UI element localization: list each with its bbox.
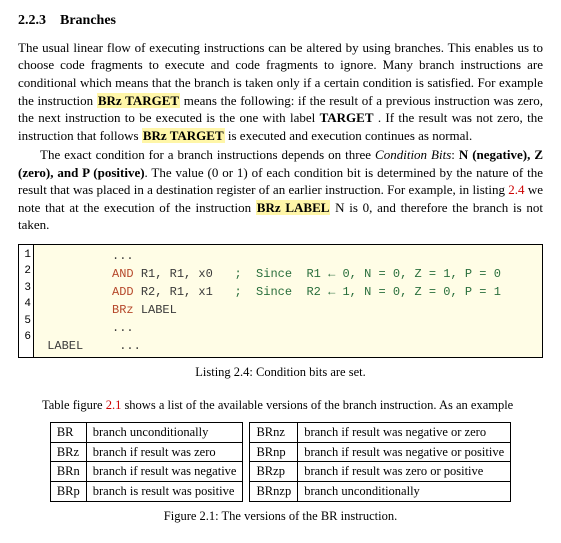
section-number: 2.2.3 [18, 13, 46, 28]
br-versions-table: BRbranch unconditionallyBRnzbranch if re… [50, 422, 511, 503]
paragraph-2: The exact condition for a branch instruc… [18, 146, 543, 234]
listing-caption: Listing 2.4: Condition bits are set. [18, 364, 543, 381]
text: is executed and execution continues as n… [228, 128, 472, 143]
separator [243, 442, 250, 462]
highlight: BRz TARGET [142, 128, 225, 143]
highlight: BRz TARGET [97, 93, 180, 108]
line-number-gutter: 123456 [19, 245, 34, 357]
desc-cell: branch if result was zero [86, 442, 243, 462]
table-intro: Table figure 2.1 shows a list of the ava… [18, 397, 543, 414]
italic-term: Condition Bits [375, 147, 451, 162]
mnemonic-cell: BRnzp [250, 482, 298, 502]
table-caption: Figure 2.1: The versions of the BR instr… [18, 508, 543, 525]
code-line: LABEL ... [40, 337, 536, 355]
separator [243, 482, 250, 502]
code-line: AND R1, R1, x0 ; Since R1 ← 0, N = 0, Z … [40, 265, 536, 283]
mnemonic-cell: BRnz [250, 422, 298, 442]
section-heading: 2.2.3 Branches [18, 12, 543, 31]
text: The exact condition for a branch instruc… [40, 147, 375, 162]
separator [243, 422, 250, 442]
table-row: BRzbranch if result was zero BRnpbranch i… [50, 442, 510, 462]
mnemonic-cell: BRnp [250, 442, 298, 462]
bold-label: TARGET [320, 110, 374, 125]
mnemonic-cell: BRp [50, 482, 86, 502]
line-number: 5 [19, 313, 33, 330]
mnemonic-cell: BRn [50, 462, 86, 482]
line-number: 2 [19, 263, 33, 280]
table-row: BRnbranch if result was negative BRzpbran… [50, 462, 510, 482]
line-number: 6 [19, 329, 33, 346]
table-row: BRpbranch is result was positive BRnzpbra… [50, 482, 510, 502]
line-number: 4 [19, 296, 33, 313]
line-number: 3 [19, 280, 33, 297]
code-body: ... AND R1, R1, x0 ; Since R1 ← 0, N = 0… [34, 245, 542, 357]
code-line: BRz LABEL [40, 301, 536, 319]
code-line: ADD R2, R1, x1 ; Since R2 ← 1, N = 0, Z … [40, 283, 536, 301]
mnemonic-cell: BRz [50, 442, 86, 462]
paragraph-1: The usual linear flow of executing instr… [18, 39, 543, 144]
listing-ref: 2.4 [508, 182, 524, 197]
figure-ref: 2.1 [106, 398, 122, 412]
page: 2.2.3 Branches The usual linear flow of e… [0, 0, 561, 543]
desc-cell: branch if result was negative or positiv… [298, 442, 511, 462]
desc-cell: branch if result was negative [86, 462, 243, 482]
text: Table figure [42, 398, 106, 412]
line-number: 1 [19, 247, 33, 264]
code-line: ... [40, 247, 536, 265]
mnemonic-cell: BR [50, 422, 86, 442]
desc-cell: branch unconditionally [298, 482, 511, 502]
table-row: BRbranch unconditionally BRnzbranch if re… [50, 422, 510, 442]
desc-cell: branch unconditionally [86, 422, 243, 442]
section-title: Branches [60, 13, 116, 28]
separator [243, 462, 250, 482]
desc-cell: branch is result was positive [86, 482, 243, 502]
mnemonic-cell: BRzp [250, 462, 298, 482]
desc-cell: branch if result was zero or positive [298, 462, 511, 482]
code-line: ... [40, 319, 536, 337]
text: : [451, 147, 459, 162]
highlight: BRz LABEL [256, 200, 331, 215]
desc-cell: branch if result was negative or zero [298, 422, 511, 442]
text: shows a list of the available versions o… [121, 398, 513, 412]
code-listing: 123456 ... AND R1, R1, x0 ; Since R1 ← 0… [18, 244, 543, 358]
